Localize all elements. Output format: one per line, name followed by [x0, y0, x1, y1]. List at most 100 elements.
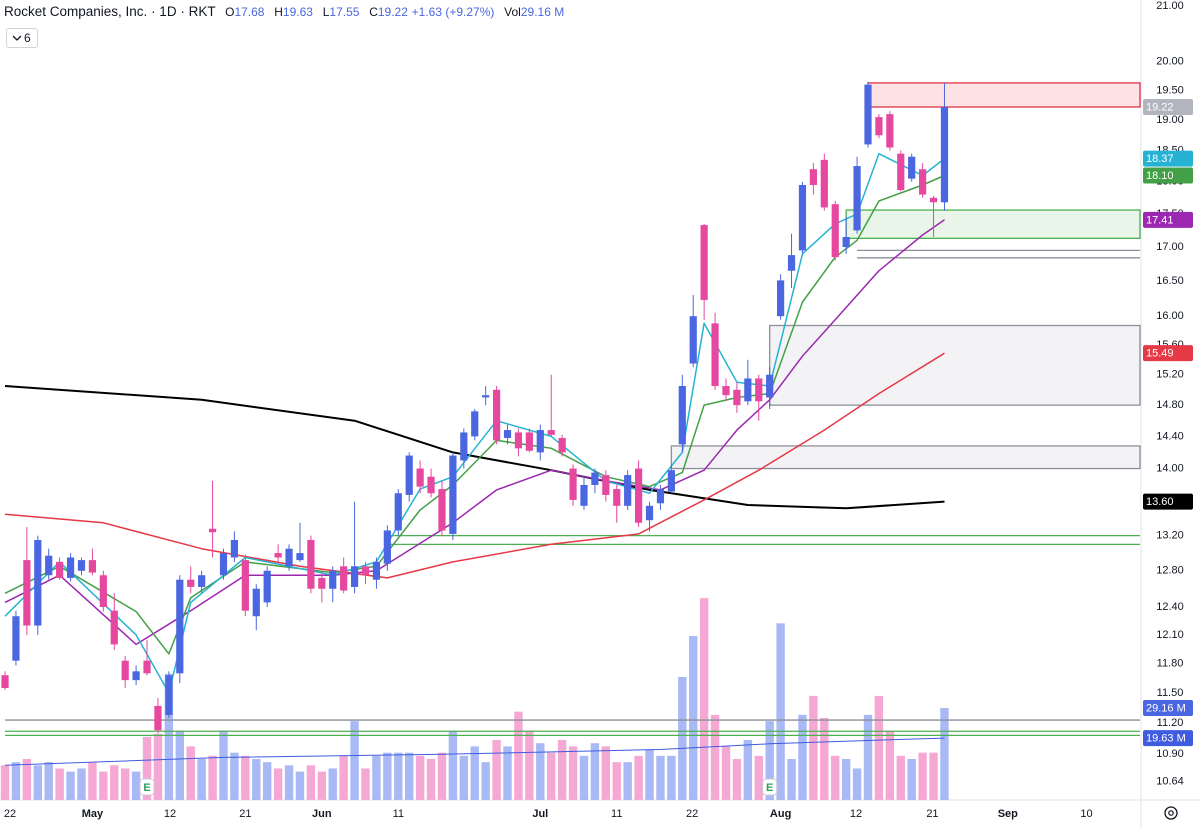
volume-bar — [852, 768, 862, 800]
candle-body — [1, 675, 9, 689]
volume-bar — [11, 762, 21, 800]
y-tick-label: 14.40 — [1156, 430, 1184, 442]
candle-body — [230, 539, 239, 558]
candle-body — [66, 557, 75, 578]
y-tick-label: 19.50 — [1156, 84, 1184, 96]
last-price-badge: 19.22 — [1146, 101, 1174, 113]
candle-body — [263, 570, 271, 603]
candle-body — [525, 432, 533, 451]
volume-bar — [470, 746, 479, 800]
volume-bar — [667, 755, 676, 800]
x-tick-label: Jul — [532, 808, 548, 820]
volume-bar — [907, 758, 916, 800]
volume-bar — [164, 673, 174, 800]
x-tick-label: 22 — [686, 808, 698, 820]
y-tick-label: 17.00 — [1156, 241, 1184, 253]
ma-value-badge: 15.49 — [1146, 348, 1174, 360]
legend-header: Rocket Companies, Inc. · 1D · RKT O17.68… — [4, 4, 564, 19]
price-zone — [670, 445, 1141, 470]
candle-body — [809, 169, 817, 185]
volume-bar — [99, 771, 108, 800]
x-tick-label: 22 — [4, 808, 16, 820]
candle-body — [755, 378, 763, 402]
candle-body — [165, 675, 173, 715]
volume-bar — [678, 676, 687, 800]
ma-value-badge-bg — [1143, 345, 1193, 362]
volume-bar — [394, 752, 403, 800]
x-tick-label: Aug — [770, 808, 791, 820]
y-tick-label: 19.00 — [1156, 114, 1184, 126]
ma-value-badge-bg — [1143, 493, 1193, 510]
candle-body — [853, 166, 861, 231]
y-tick-label: 16.50 — [1156, 275, 1184, 287]
candle-body — [886, 114, 894, 148]
y-tick-label: 11.80 — [1157, 657, 1184, 669]
candle-body — [460, 432, 468, 461]
y-tick-label: 12.80 — [1156, 565, 1184, 577]
volume-bar — [929, 752, 938, 800]
indicator-count: 6 — [24, 31, 31, 45]
volume-bar — [241, 755, 250, 800]
candle-body — [908, 156, 916, 179]
volume-bar — [405, 752, 414, 800]
volume-bar — [306, 765, 316, 800]
volume-bar — [754, 755, 763, 800]
volume-bar — [44, 762, 53, 800]
volume-bar — [66, 771, 75, 800]
volume-bar — [918, 752, 927, 800]
earnings-label: E — [766, 782, 773, 794]
candle-body — [482, 395, 490, 398]
open-key: O — [225, 5, 235, 19]
volume-bar — [743, 740, 753, 800]
volume-bar — [601, 746, 611, 800]
volume-bar — [22, 758, 32, 800]
last-price-badge-bg — [1143, 99, 1193, 116]
candle-body — [831, 204, 839, 258]
volume-bar — [568, 746, 578, 800]
moving-average-line — [4, 219, 945, 646]
volume-bar — [142, 736, 152, 800]
y-tick-label: 16.00 — [1156, 310, 1184, 322]
symbol-title: Rocket Companies, Inc. · 1D · RKT — [4, 4, 216, 19]
candle-body — [198, 575, 206, 587]
candle-body — [656, 489, 665, 504]
volume-bar — [547, 752, 556, 800]
high-key: H — [274, 5, 283, 19]
volume-bar — [208, 755, 217, 800]
volume-bar — [448, 730, 458, 800]
ma-value-badge-bg — [1143, 167, 1193, 184]
volume-bar — [896, 755, 905, 800]
volume-bar — [110, 765, 119, 800]
candle-body — [919, 169, 927, 195]
candle-body — [820, 159, 828, 208]
volume-bar — [492, 740, 501, 800]
price-zone — [845, 209, 1141, 239]
candle-body — [864, 84, 872, 145]
candle-body — [569, 468, 577, 500]
volume-bar — [765, 721, 774, 800]
volume-bar — [197, 758, 206, 800]
candle-body — [503, 430, 512, 438]
volume-bar — [77, 768, 86, 800]
volume-bar — [503, 746, 512, 800]
x-tick-label: May — [82, 808, 104, 820]
y-tick-label: 13.20 — [1156, 530, 1184, 542]
candle-body — [929, 197, 938, 203]
candle-body — [798, 184, 807, 251]
indicators-toggle[interactable]: 6 — [6, 28, 38, 48]
candle-body — [143, 660, 151, 674]
volume-bar — [175, 730, 185, 800]
candle-body — [405, 455, 413, 495]
candle-body — [187, 579, 195, 587]
volume-ma-badge-bg — [1143, 730, 1193, 747]
volume-bar — [689, 635, 698, 800]
candle-body — [274, 553, 282, 558]
candle-body — [372, 561, 381, 580]
settings-icon[interactable] — [1164, 806, 1178, 820]
volume-bar — [230, 752, 239, 800]
candle-body — [536, 430, 544, 453]
candle-body — [645, 505, 654, 521]
y-tick-label: 14.00 — [1156, 462, 1184, 474]
volume-bar — [339, 755, 348, 800]
